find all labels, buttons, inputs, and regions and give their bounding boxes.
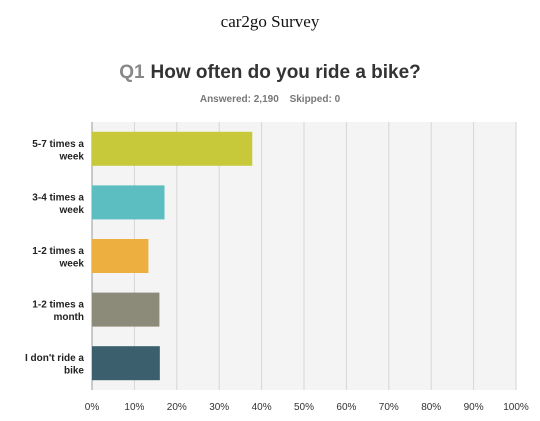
x-tick-label: 40% <box>252 402 272 413</box>
bar <box>92 239 149 273</box>
question-heading: Q1 How often do you ride a bike? <box>0 62 540 84</box>
x-tick-label: 30% <box>209 402 229 413</box>
bar <box>92 292 160 327</box>
bar <box>92 131 253 166</box>
category-label: 1-2 times a week <box>32 246 84 270</box>
bars <box>92 131 253 381</box>
category-label: 3-4 times a week <box>32 192 84 216</box>
bar <box>92 185 165 220</box>
x-tick-label: 100% <box>503 402 529 413</box>
response-stats: Answered: 2,190 Skipped: 0 <box>0 94 540 105</box>
category-label: 5-7 times a week <box>32 139 84 163</box>
x-tick-label: 60% <box>336 402 356 413</box>
category-label: 1-2 times a month <box>32 300 84 324</box>
category-label: I don't ride a bike <box>25 353 84 377</box>
x-tick-labels: 0% 10% 20% 30% 40% 50% 60% 70% 80% 90% 100% <box>85 402 529 413</box>
bar <box>92 346 160 381</box>
x-tick-label: 20% <box>167 402 187 413</box>
question-text: How often do you ride a bike? <box>150 62 421 83</box>
x-tick-label: 0% <box>85 402 100 413</box>
x-tick-label: 90% <box>464 402 484 413</box>
x-tick-label: 10% <box>124 402 144 413</box>
skipped-count: Skipped: 0 <box>289 94 341 105</box>
survey-title: car2go Survey <box>220 12 320 31</box>
x-tick-label: 70% <box>379 402 399 413</box>
question-number: Q1 <box>119 62 145 83</box>
x-tick-label: 50% <box>294 402 314 413</box>
category-labels: 5-7 times a week 3-4 times a week 1-2 times … <box>25 139 84 377</box>
answered-count: Answered: 2,190 <box>199 94 279 105</box>
x-tick-label: 80% <box>421 402 441 413</box>
